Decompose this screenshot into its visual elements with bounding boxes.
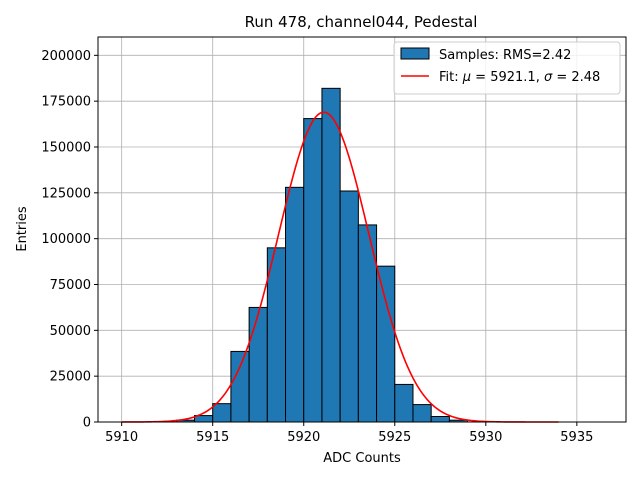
x-tick-label: 5925 — [378, 430, 411, 445]
histogram-bar — [376, 265, 396, 423]
legend-sigma-value: = 2.48 — [552, 70, 600, 85]
y-tick-label: 150000 — [41, 141, 91, 156]
y-tick-label: 125000 — [41, 186, 91, 201]
y-tick-label: 100000 — [41, 232, 91, 247]
y-axis-label: Entries — [15, 206, 30, 252]
histogram-bar — [248, 306, 268, 423]
x-tick-label: 5935 — [560, 430, 593, 445]
histogram-bar — [430, 416, 450, 423]
histogram-bar — [303, 118, 323, 423]
legend-hist-swatch — [400, 47, 430, 60]
legend-fit-prefix: Fit: — [439, 70, 463, 85]
histogram-bar — [339, 190, 359, 423]
x-tick-label: 5930 — [469, 430, 502, 445]
y-axis-ticks: 0 25000 50000 75000 100000 125000 150000 175000… — [41, 49, 98, 431]
plot-frame — [97, 36, 627, 423]
histogram-bar — [394, 383, 414, 423]
x-tick-label: 5915 — [196, 430, 229, 445]
histogram-bar — [321, 87, 341, 423]
y-tick-label: 0 — [83, 416, 91, 431]
y-tick-label: 175000 — [41, 95, 91, 110]
legend: Samples: RMS=2.42 Fit: μ = 5921.1, σ = 2… — [393, 41, 621, 95]
histogram-bar — [212, 403, 232, 423]
histogram-bar — [230, 350, 250, 423]
x-axis-label: ADC Counts — [323, 451, 401, 466]
y-tick-label: 75000 — [50, 278, 91, 293]
x-tick-label: 5910 — [105, 430, 138, 445]
histogram-bar — [266, 247, 287, 423]
histogram-bars — [175, 87, 469, 423]
legend-hist-label: Samples: RMS=2.42 — [439, 48, 571, 63]
chart-title: Run 478, channel044, Pedestal — [245, 13, 478, 31]
y-tick-label: 25000 — [50, 370, 91, 385]
x-tick-label: 5920 — [287, 430, 320, 445]
legend-fit-label: Fit: μ = 5921.1, σ = 2.48 — [439, 70, 600, 85]
legend-sigma-symbol: σ — [544, 70, 553, 85]
histogram-bar — [412, 404, 432, 423]
y-tick-label: 200000 — [41, 49, 91, 64]
legend-mu-symbol: μ — [462, 70, 471, 85]
y-tick-label: 50000 — [50, 324, 91, 339]
legend-mu-value: = 5921.1, — [471, 70, 544, 85]
x-axis-ticks: 5910 5915 5920 5925 5930 5935 — [105, 422, 593, 445]
legend-box — [393, 41, 621, 95]
histogram-bar — [285, 186, 305, 423]
